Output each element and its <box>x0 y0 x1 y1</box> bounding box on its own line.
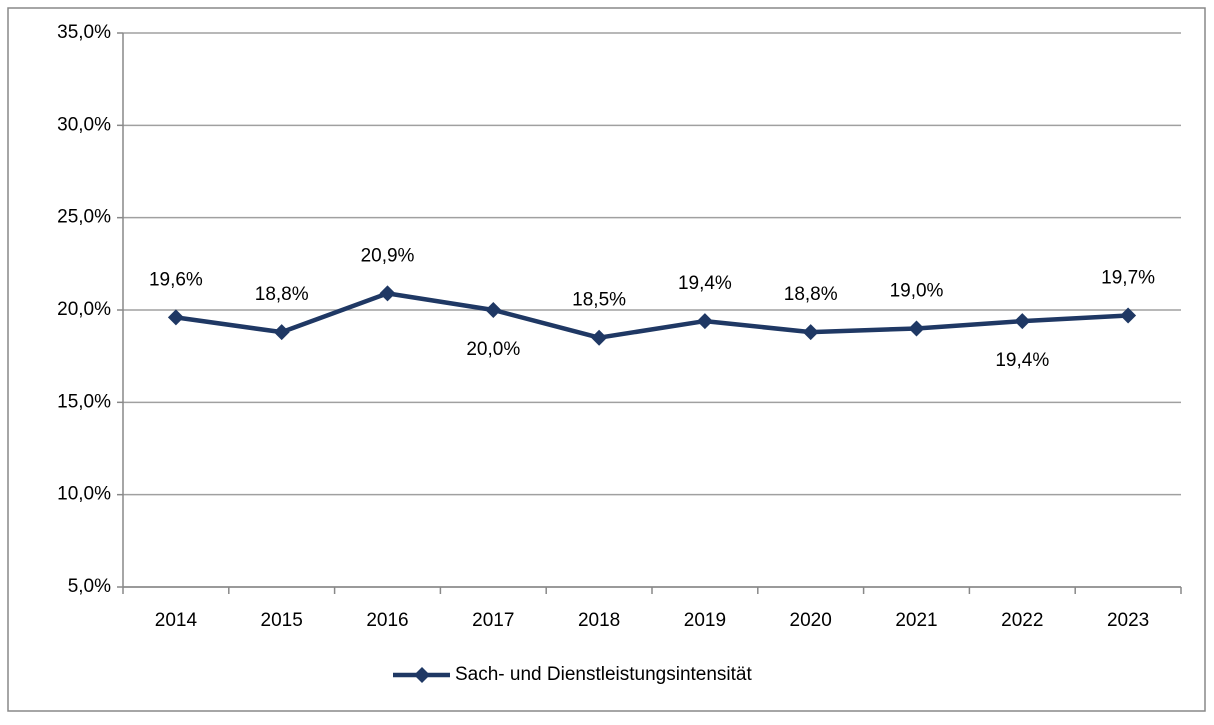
y-tick-label: 35,0% <box>57 22 111 43</box>
data-label: 19,7% <box>1101 268 1155 289</box>
marker <box>1120 307 1137 324</box>
marker <box>1014 313 1031 330</box>
y-tick-label: 5,0% <box>68 576 111 597</box>
marker <box>485 302 502 318</box>
x-tick-label: 2014 <box>155 610 198 631</box>
marker <box>908 320 925 337</box>
data-label: 19,0% <box>890 280 944 301</box>
data-label: 19,4% <box>995 350 1049 371</box>
data-label: 18,8% <box>255 284 309 305</box>
y-tick-label: 10,0% <box>57 484 111 505</box>
x-tick-label: 2015 <box>261 610 303 631</box>
x-tick-label: 2020 <box>790 610 832 631</box>
x-tick-label: 2016 <box>366 610 408 631</box>
data-label: 19,4% <box>678 273 732 294</box>
data-label: 18,8% <box>784 284 838 305</box>
y-tick-label: 30,0% <box>57 114 111 135</box>
data-label: 20,0% <box>466 339 520 360</box>
x-tick-label: 2018 <box>578 610 620 631</box>
x-tick-label: 2022 <box>1001 610 1043 631</box>
legend-marker <box>414 667 430 683</box>
y-tick-label: 15,0% <box>57 391 111 412</box>
series-line <box>175 291 1129 340</box>
marker <box>591 329 608 346</box>
marker <box>802 324 819 341</box>
marker <box>696 313 713 330</box>
y-tick-label: 20,0% <box>57 299 111 320</box>
data-label: 19,6% <box>149 269 203 290</box>
x-tick-label: 2023 <box>1107 610 1149 631</box>
legend-label: Sach- und Dienstleistungsintensität <box>455 664 753 685</box>
x-tick-label: 2021 <box>895 610 937 631</box>
x-tick-label: 2017 <box>472 610 514 631</box>
data-label: 18,5% <box>572 290 626 311</box>
marker <box>167 309 184 326</box>
marker <box>379 285 396 302</box>
data-label: 20,9% <box>361 245 415 266</box>
y-tick-label: 25,0% <box>57 207 111 228</box>
marker <box>273 324 290 341</box>
x-tick-label: 2019 <box>684 610 726 631</box>
